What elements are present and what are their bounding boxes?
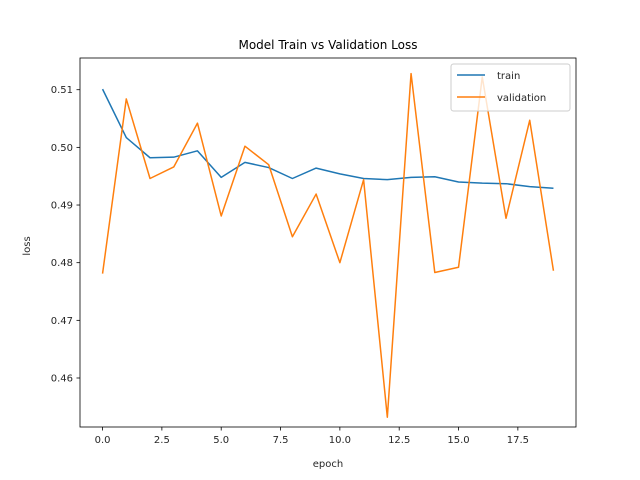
- data-point-train-16: [481, 182, 483, 184]
- data-point-validation-7: [268, 164, 270, 166]
- data-point-validation-17: [505, 217, 507, 219]
- y-tick-label: 0.51: [51, 85, 73, 96]
- data-point-validation-19: [553, 270, 555, 272]
- data-point-train-10: [339, 173, 341, 175]
- y-axis-title: loss: [22, 236, 33, 255]
- data-point-train-0: [102, 88, 104, 90]
- data-point-train-19: [553, 188, 555, 190]
- y-tick-label: 0.49: [51, 201, 73, 212]
- data-point-train-3: [173, 156, 175, 158]
- data-point-validation-12: [387, 416, 389, 418]
- x-axis-title: epoch: [313, 459, 343, 470]
- chart-title: Model Train vs Validation Loss: [238, 38, 417, 52]
- x-tick-label: 15.0: [447, 435, 469, 446]
- data-point-train-1: [125, 137, 127, 139]
- data-point-validation-1: [125, 98, 127, 100]
- y-tick-label: 0.50: [51, 143, 73, 154]
- plot-frame: [79, 57, 577, 428]
- data-point-train-12: [387, 179, 389, 181]
- data-point-train-18: [529, 186, 531, 188]
- data-point-validation-2: [149, 178, 151, 180]
- y-tick-label: 0.46: [51, 373, 73, 384]
- data-point-validation-5: [220, 215, 222, 217]
- data-point-train-13: [410, 177, 412, 179]
- axes: 0.0 2.5 5.0 7.5 10.0 12.5 15.0 17.5 0.46 0.47 0.48…: [51, 57, 577, 446]
- data-point-train-5: [220, 177, 222, 179]
- data-point-validation-15: [458, 266, 460, 268]
- legend-label-train: train: [497, 71, 520, 82]
- x-tick-label: 10.0: [329, 435, 351, 446]
- data-point-train-15: [458, 181, 460, 183]
- data-point-train-17: [505, 183, 507, 185]
- data-point-validation-18: [529, 119, 531, 121]
- data-point-train-4: [197, 150, 199, 152]
- data-point-validation-8: [292, 236, 294, 238]
- data-point-validation-0: [102, 273, 104, 275]
- data-point-train-2: [149, 157, 151, 159]
- x-tick-label: 12.5: [388, 435, 410, 446]
- data-point-validation-10: [339, 262, 341, 264]
- legend-label-validation: validation: [497, 93, 546, 104]
- data-point-train-8: [292, 178, 294, 180]
- y-tick-label: 0.47: [51, 316, 73, 327]
- data-point-validation-11: [363, 179, 365, 181]
- data-point-validation-3: [173, 166, 175, 168]
- x-tick-label: 7.5: [273, 435, 289, 446]
- data-point-validation-4: [197, 122, 199, 124]
- legend: train validation: [450, 63, 571, 112]
- x-tick-label: 17.5: [507, 435, 529, 446]
- series-line-train: [101, 88, 554, 190]
- y-tick-label: 0.48: [51, 258, 73, 269]
- data-point-train-9: [315, 167, 317, 169]
- data-point-train-6: [244, 162, 246, 164]
- data-point-validation-9: [315, 193, 317, 195]
- x-tick-label: 0.0: [95, 435, 111, 446]
- data-point-validation-6: [244, 145, 246, 147]
- data-point-validation-13: [410, 73, 412, 75]
- x-tick-label: 2.5: [154, 435, 170, 446]
- x-tick-label: 5.0: [213, 435, 229, 446]
- data-point-validation-14: [434, 272, 436, 274]
- data-point-train-14: [434, 176, 436, 178]
